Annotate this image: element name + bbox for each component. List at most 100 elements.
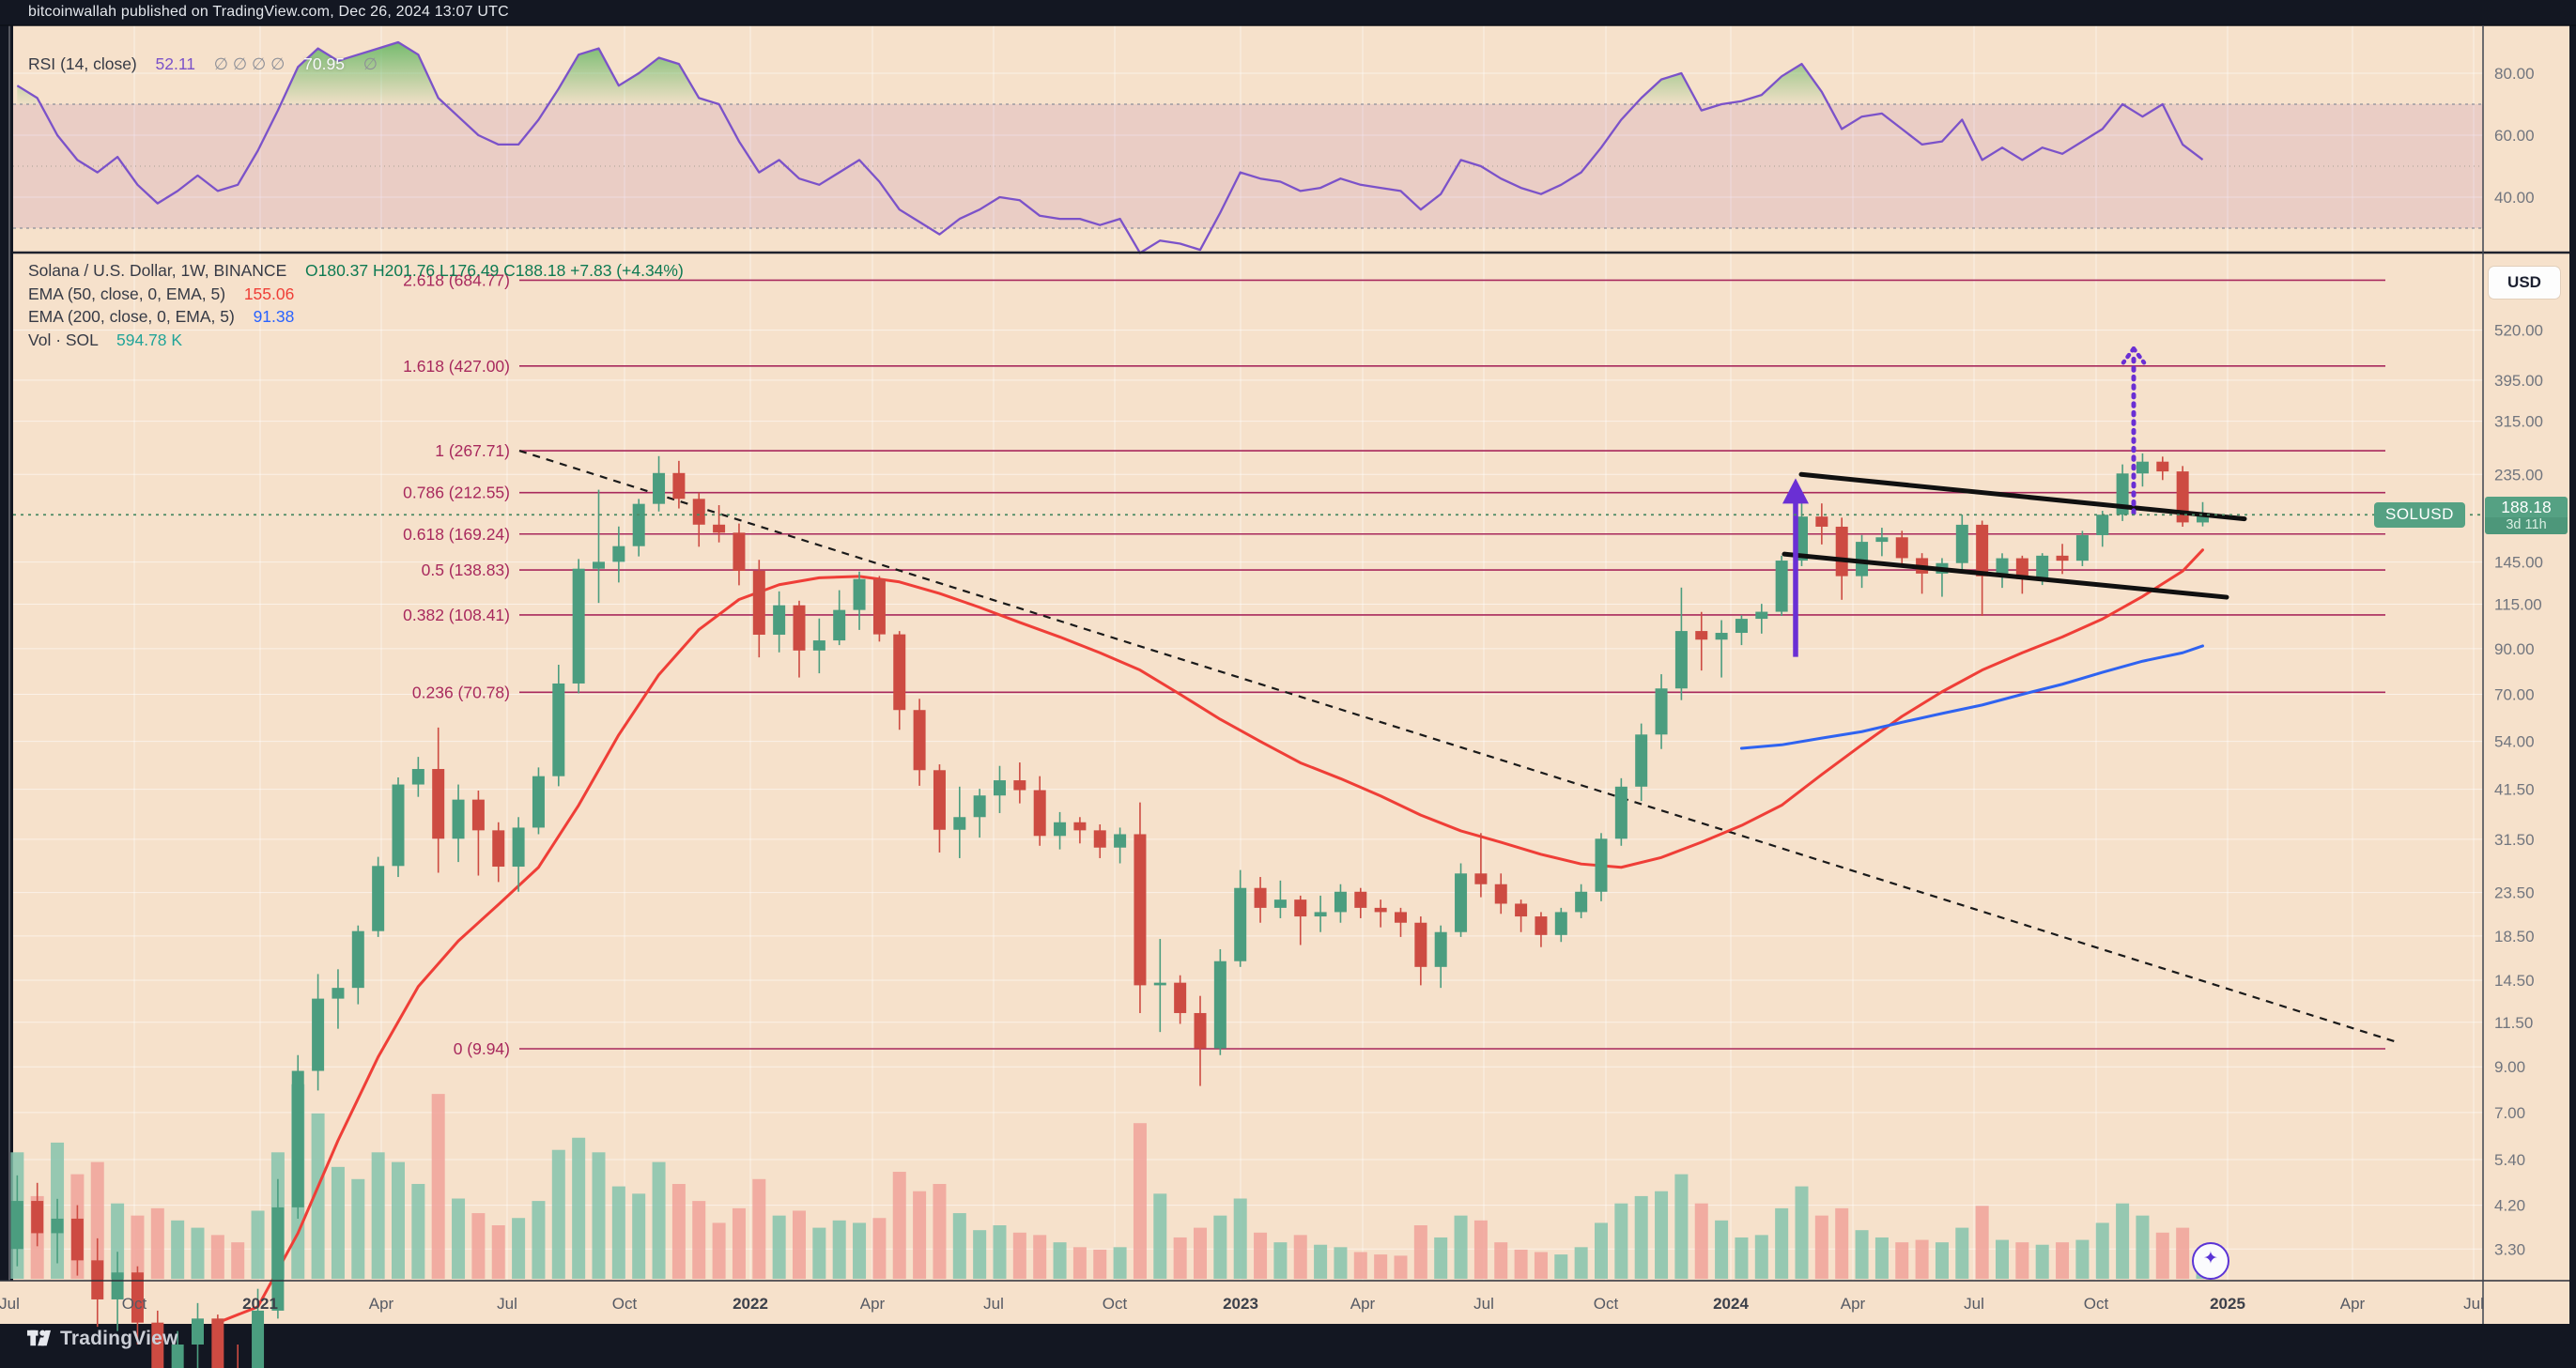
volume-bar [1996,1239,2009,1279]
time-scale-tick: Oct [612,1295,638,1313]
volume-bar [1133,1123,1147,1279]
volume-bar [1814,1215,1828,1279]
volume-bar [913,1191,927,1279]
symbol-price-label[interactable]: SOLUSD [2374,502,2465,528]
rsi-scale-tick: 80.00 [2494,65,2535,83]
impulse-up-arrow-head [1782,478,1809,504]
volume-bar [411,1183,425,1279]
time-scale-tick: Jul [0,1295,20,1313]
price-scale-tick: 23.50 [2494,884,2535,902]
candle-body [1715,633,1728,640]
volume-bar [1634,1195,1648,1279]
volume-bar [1374,1254,1388,1279]
rsi-pane[interactable] [13,25,2483,252]
fib-level-label: 0.786 (212.55) [403,484,510,502]
candle-body [1395,912,1407,923]
channel-upper-line [1798,471,2247,522]
volume-bar [1093,1249,1107,1279]
candle-body [1455,873,1468,932]
main-pane[interactable] [13,254,2483,1281]
volume-bar [2095,1222,2109,1279]
volume-bar [793,1210,806,1279]
main-legend[interactable]: Solana / U.S. Dollar, 1W, BINANCE O180.3… [28,259,684,351]
time-scale-tick: Apr [1841,1295,1866,1313]
volume-bar [1694,1203,1708,1279]
volume-bar [1554,1254,1568,1279]
tradingview-attribution[interactable]: TradingView [26,1326,178,1351]
time-scale-tick: 2025 [2210,1295,2245,1313]
candle-body [1073,822,1087,831]
volume-bar [311,1113,325,1279]
volume-bar [1795,1186,1809,1279]
currency-toggle-button[interactable]: USD [2489,267,2560,299]
candle-body [1996,558,2009,576]
ohlc-values: O180.37 H201.76 L176.49 C188.18 +7.83 (+… [305,261,684,280]
rsi-upper-band-value: 70.95 [303,54,345,73]
volume-bar [1233,1198,1247,1279]
ema200-label: EMA (200, close, 0, EMA, 5) [28,307,235,326]
price-scale-tick: 395.00 [2494,372,2543,390]
candle-body [2075,534,2089,561]
candle-body [1153,982,1166,986]
symbol-title: Solana / U.S. Dollar, 1W, BINANCE [28,261,287,280]
volume-bar [1494,1242,1508,1279]
last-price-badge[interactable]: 188.18 3d 11h [2485,497,2568,534]
fib-level-label: 0 (9.94) [454,1039,510,1058]
price-scale-strip[interactable] [2483,25,2569,1281]
time-scale-tick: 2021 [242,1295,278,1313]
fib-level-label: 0.618 (169.24) [403,525,510,544]
volume-bar [812,1227,826,1279]
volume-bar [2056,1242,2070,1279]
volume-bar [1254,1232,1268,1279]
volume-bar [1915,1239,1929,1279]
price-scale-tick: 235.00 [2494,466,2543,484]
price-scale-tick: 7.00 [2494,1104,2525,1122]
volume-bar [1334,1247,1348,1279]
candle-body [1213,961,1226,1049]
candle-body [1674,631,1688,689]
rsi-legend[interactable]: RSI (14, close) 52.11 ∅ ∅ ∅ ∅ 70.95 ∅ [28,54,378,74]
volume-bar [1454,1215,1468,1279]
candle-body [192,1318,204,1345]
volume-bar [1754,1235,1768,1279]
price-scale-tick: 145.00 [2494,554,2543,572]
candle-body [2056,555,2069,561]
fib-level-label: 2.618 (684.77) [403,270,510,289]
candle-body [351,930,364,989]
candle-body [512,827,525,868]
candle-body [1194,1012,1207,1049]
volume-bar [2116,1203,2130,1279]
price-scale-tick: 18.50 [2494,928,2535,945]
time-axis[interactable] [0,1281,2569,1324]
candle-body [733,532,746,571]
volume-bar [392,1161,405,1279]
time-scale-tick: Jul [983,1295,1004,1313]
volume-bar [131,1215,145,1279]
volume-bar [1213,1215,1227,1279]
candle-body [572,568,585,684]
price-scale-tick: 315.00 [2494,413,2543,431]
volume-bar [1855,1230,1869,1279]
quick-trade-plus-icon[interactable]: ✦ [2192,1242,2229,1280]
candle-body [913,710,926,771]
candle-body [793,605,806,651]
volume-bar [1775,1207,1789,1279]
volume-bar [2015,1242,2029,1279]
ema200-value: 91.38 [253,307,295,326]
candle-body [91,1260,104,1299]
candle-body [1655,688,1668,735]
candle-body [933,770,946,830]
last-price: 188.18 [2485,497,2568,517]
volume-bar [652,1161,666,1279]
projection-arrow-head-left [2121,346,2136,365]
volume-bar [1394,1255,1408,1279]
volume-bar [1273,1242,1288,1279]
volume-bar [572,1137,586,1279]
candle-body [2015,558,2028,579]
candle-body [752,570,765,636]
candle-body [1294,899,1307,917]
volume-bar [1033,1235,1047,1279]
candle-body [1875,537,1889,543]
candle-body [31,1201,44,1234]
